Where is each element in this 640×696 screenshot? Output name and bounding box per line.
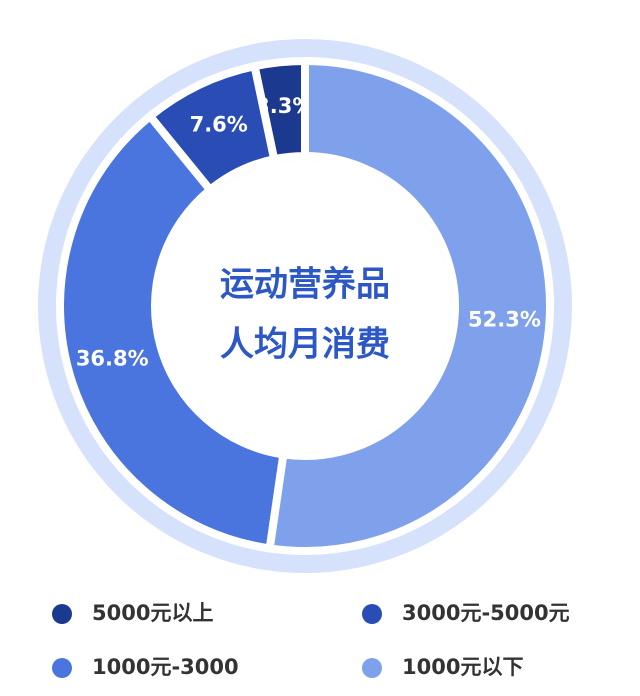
slice <box>265 56 554 555</box>
slice <box>144 61 279 196</box>
legend-marker <box>52 658 72 678</box>
legend-label: 1000元-3000 <box>92 655 239 679</box>
data-label: 36.8% <box>76 346 149 370</box>
legend-label: 5000元以上 <box>92 601 213 625</box>
legend-label: 3000元-5000元 <box>402 601 570 625</box>
legend-label: 1000元以下 <box>402 655 523 679</box>
data-label: 52.3% <box>468 307 541 331</box>
slice <box>56 110 288 553</box>
center-hole <box>159 160 451 452</box>
chart-title: 运动营养品 <box>220 265 390 305</box>
data-label: 7.6% <box>190 113 248 137</box>
legend-marker <box>362 658 382 678</box>
legend-marker <box>52 604 72 624</box>
legend-marker <box>362 604 382 624</box>
chart-title: 人均月消费 <box>220 325 390 365</box>
